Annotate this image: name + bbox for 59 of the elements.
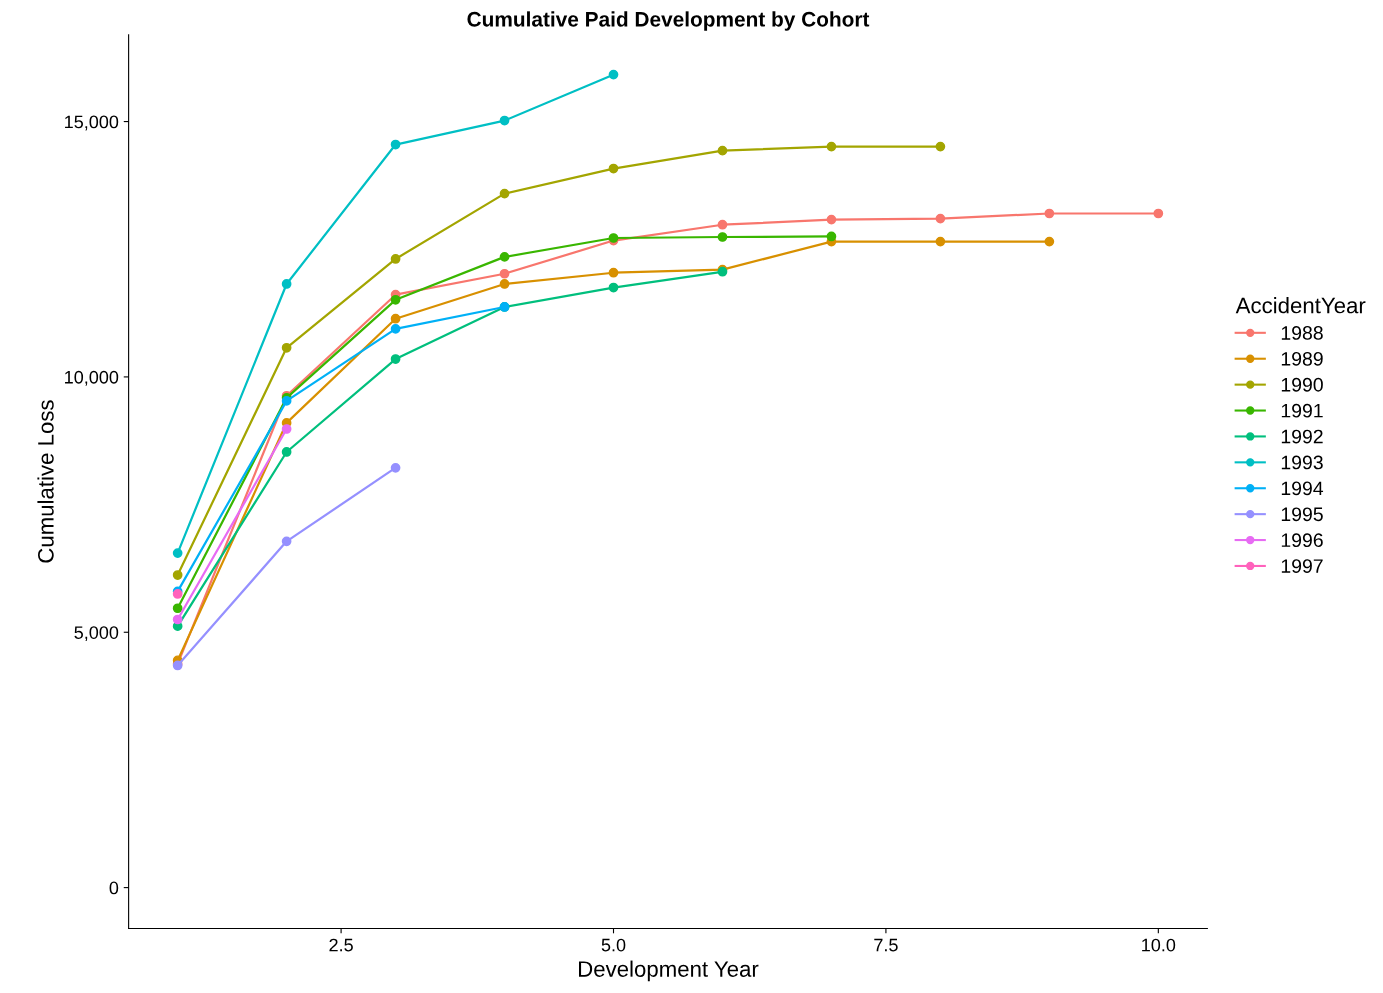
legend-label: 1997 bbox=[1281, 559, 1323, 573]
point bbox=[281, 447, 292, 457]
point bbox=[1153, 208, 1164, 219]
point bbox=[935, 236, 946, 247]
point bbox=[390, 462, 401, 473]
point bbox=[172, 603, 183, 614]
point bbox=[499, 279, 510, 289]
point bbox=[281, 279, 292, 289]
y-tick-label: 15,000 bbox=[65, 115, 119, 131]
legend-label: 1988 bbox=[1281, 326, 1323, 340]
legend-label: 1996 bbox=[1281, 533, 1323, 548]
point bbox=[826, 214, 837, 225]
point bbox=[608, 267, 619, 278]
legend-label: 1995 bbox=[1281, 507, 1323, 522]
x-tick-label: 7.5 bbox=[874, 938, 898, 952]
point bbox=[281, 342, 292, 353]
x-tick-label: 10.0 bbox=[1142, 938, 1176, 952]
legend-title: AccidentYear bbox=[1235, 297, 1366, 314]
point bbox=[499, 115, 510, 126]
legend-label: 1993 bbox=[1281, 455, 1323, 470]
point bbox=[499, 252, 510, 262]
y-tick-label: 5,000 bbox=[74, 626, 119, 642]
chart-title: Cumulative Paid Development by Cohort bbox=[467, 11, 870, 31]
point bbox=[172, 548, 183, 558]
point bbox=[499, 188, 510, 199]
point bbox=[826, 231, 837, 242]
point bbox=[172, 570, 183, 580]
point bbox=[717, 219, 728, 230]
point bbox=[499, 268, 510, 279]
legend-label: 1992 bbox=[1281, 429, 1323, 444]
point bbox=[935, 141, 946, 152]
point bbox=[390, 313, 401, 324]
legend-label: 1990 bbox=[1281, 377, 1323, 392]
x-tick-label: 5.0 bbox=[601, 938, 626, 952]
legend-label: 1994 bbox=[1281, 481, 1324, 496]
point bbox=[608, 163, 619, 174]
point bbox=[390, 254, 401, 264]
point bbox=[390, 324, 401, 334]
point bbox=[717, 145, 728, 156]
y-tick-label: 0 bbox=[109, 881, 119, 895]
point bbox=[608, 282, 619, 293]
point bbox=[1044, 208, 1055, 219]
point bbox=[1044, 236, 1055, 247]
point bbox=[390, 354, 401, 364]
y-tick-label: 10,000 bbox=[65, 370, 119, 386]
point bbox=[281, 424, 292, 434]
legend-label: 1991 bbox=[1281, 403, 1323, 418]
point bbox=[172, 614, 183, 625]
point bbox=[717, 232, 728, 242]
legend-label: 1989 bbox=[1281, 351, 1323, 366]
point bbox=[935, 213, 946, 224]
point bbox=[281, 536, 292, 547]
point bbox=[390, 139, 401, 150]
x-tick-label: 2.5 bbox=[329, 938, 353, 952]
point bbox=[826, 141, 837, 152]
point bbox=[390, 294, 401, 305]
y-axis-title: Cumulative Loss bbox=[37, 400, 54, 563]
x-axis-title: Development Year bbox=[579, 960, 759, 982]
point bbox=[608, 69, 619, 80]
